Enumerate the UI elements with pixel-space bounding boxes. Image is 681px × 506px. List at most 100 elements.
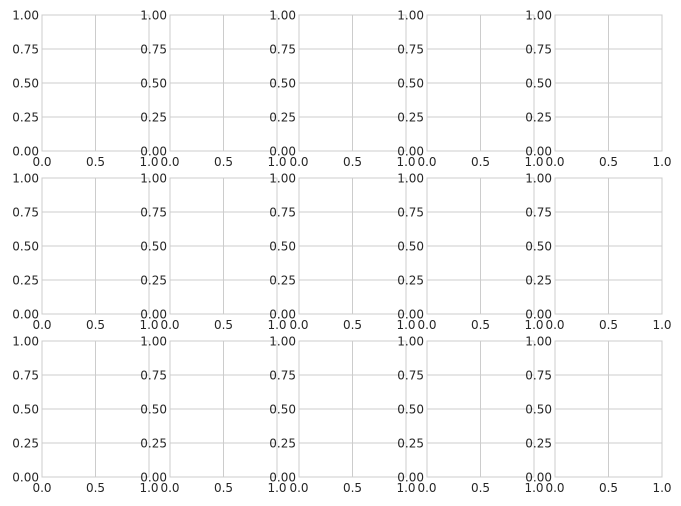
x-tick-label: 0.5 [86,155,105,169]
subplot-r1-c4: 0.0 0.5 1.00.000.250.500.751.00 [397,9,543,170]
subplot-r1-c5: 0.0 0.5 1.00.000.250.500.751.00 [525,9,671,170]
y-tick-label: 0.50 [12,77,39,91]
y-tick-label: 0.50 [269,240,296,254]
x-tick-label: 0.0 [289,318,308,332]
y-tick-label: 0.25 [140,274,167,288]
x-tick-label: 0.0 [160,318,179,332]
y-tick-label: 0.00 [269,471,296,485]
subplot-r3-c2: 0.0 0.5 1.00.000.250.500.751.00 [140,335,286,496]
y-tick-label: 0.00 [140,145,167,159]
y-tick-label: 0.25 [397,274,424,288]
x-tick-label: 1.0 [267,481,286,495]
subplot-r2-c1: 0.0 0.5 1.0 0.00 0.25 0.50 0.75 1.00 [12,172,158,333]
y-tick-label: 0.75 [269,206,296,220]
y-tick-label: 0.25 [12,111,39,125]
subplot-r3-c3: 0.0 0.5 1.00.00 0.25 0.50 0.75 1.00 [269,335,415,496]
y-tick-label: 1.00 [525,335,552,349]
y-tick-label: 0.00 [269,145,296,159]
x-tick-label: 0.0 [289,155,308,169]
y-tick-label: 0.00 [140,471,167,485]
y-tick-label: 0.00 [525,308,552,322]
y-tick-label: 0.25 [525,111,552,125]
x-tick-label: 0.5 [471,318,490,332]
y-tick-label: 0.25 [269,437,296,451]
x-tick-label: 1.0 [652,481,671,495]
y-tick-label: 0.25 [525,274,552,288]
x-tick-label: 0.5 [599,318,618,332]
x-tick-label: 0.5 [343,481,362,495]
y-tick-label: 0.25 [12,437,39,451]
subplot-r2-c2: 0.0 0.5 1.00.000.250.500.751.00 [140,172,286,333]
x-tick-label: 1.0 [524,481,543,495]
y-tick-label: 0.00 [397,145,424,159]
y-tick-label: 0.75 [525,43,552,57]
y-tick-label: 0.50 [525,403,552,417]
y-tick-label: 0.75 [140,206,167,220]
subplot-r2-c3: 0.0 0.5 1.00.000.250.500.751.00 [269,172,415,333]
x-tick-label: 0.0 [160,155,179,169]
x-tick-label: 0.5 [214,481,233,495]
y-tick-label: 0.50 [269,77,296,91]
x-tick-label: 0.5 [599,155,618,169]
y-tick-label: 0.25 [525,437,552,451]
subplot-r2-c5: 0.0 0.5 1.00.000.250.500.751.00 [525,172,671,333]
y-tick-label: 0.75 [12,206,39,220]
y-tick-label: 0.75 [397,206,424,220]
y-tick-label: 0.75 [12,43,39,57]
x-tick-label: 0.5 [86,481,105,495]
y-tick-label: 1.00 [140,9,167,23]
x-tick-label: 0.0 [289,481,308,495]
y-tick-label: 0.00 [269,308,296,322]
y-tick-label: 0.00 [12,471,39,485]
y-tick-label: 1.00 [397,335,424,349]
subplot-r2-c4: 0.0 0.5 1.00.000.250.500.751.00 [397,172,543,333]
y-tick-label: 0.50 [12,403,39,417]
subplot-r3-c1: 0.0 0.5 1.0 0.00 0.25 0.50 0.75 1.00 [12,335,158,496]
y-tick-label: 0.50 [269,403,296,417]
y-tick-label: 0.50 [525,77,552,91]
x-tick-label: 0.0 [160,481,179,495]
x-tick-label: 1.0 [652,318,671,332]
y-tick-label: 0.75 [140,43,167,57]
y-tick-label: 0.50 [397,403,424,417]
y-tick-label: 1.00 [269,9,296,23]
x-tick-label: 0.5 [471,481,490,495]
y-tick-label: 1.00 [525,9,552,23]
y-tick-label: 0.50 [397,240,424,254]
y-tick-label: 0.25 [269,111,296,125]
y-tick-label: 0.00 [140,308,167,322]
x-tick-label: 1.0 [139,318,158,332]
y-tick-label: 0.00 [12,145,39,159]
x-tick-label: 0.0 [417,155,436,169]
x-tick-label: 1.0 [267,155,286,169]
y-tick-label: 1.00 [140,172,167,186]
y-tick-label: 0.00 [525,145,552,159]
y-tick-label: 0.75 [269,369,296,383]
x-tick-label: 1.0 [396,318,415,332]
y-tick-label: 0.25 [12,274,39,288]
y-tick-label: 0.50 [397,77,424,91]
x-tick-label: 1.0 [652,155,671,169]
x-tick-label: 1.0 [139,481,158,495]
y-tick-label: 0.75 [397,43,424,57]
x-tick-label: 0.5 [343,318,362,332]
y-tick-label: 1.00 [397,172,424,186]
y-tick-label: 0.50 [12,240,39,254]
x-tick-label: 0.5 [214,155,233,169]
y-tick-label: 0.75 [12,369,39,383]
y-tick-label: 0.50 [140,403,167,417]
x-tick-label: 1.0 [139,155,158,169]
y-tick-label: 0.00 [12,308,39,322]
y-tick-label: 0.50 [525,240,552,254]
x-tick-label: 1.0 [524,155,543,169]
y-tick-label: 1.00 [397,9,424,23]
y-tick-label: 1.00 [269,335,296,349]
x-tick-label: 0.5 [599,481,618,495]
y-tick-label: 0.25 [140,111,167,125]
x-tick-label: 1.0 [267,318,286,332]
subplot-r1-c3: 0.0 0.5 1.00.000.250.500.751.00 [269,9,415,170]
y-tick-label: 0.00 [397,308,424,322]
y-tick-label: 0.75 [140,369,167,383]
x-tick-label: 0.0 [545,318,564,332]
